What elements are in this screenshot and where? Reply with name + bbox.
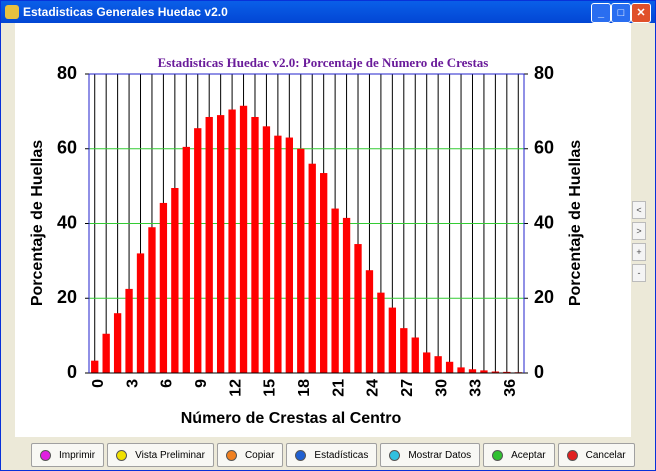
button-bar: Imprimir Vista Preliminar Copiar Estadístic… (31, 443, 635, 467)
button[interactable]: Cancelar (557, 443, 635, 467)
button-label: Copiar (244, 449, 275, 461)
chart-title: Estadisticas Huedac v2.0: Porcentaje de … (158, 55, 489, 70)
app-icon (5, 5, 19, 19)
bar (205, 116, 213, 373)
bar (423, 352, 431, 373)
button[interactable]: Imprimir (31, 443, 105, 467)
button-icon (225, 449, 237, 461)
y-tick-label: 40 (57, 212, 77, 232)
bar (194, 128, 202, 373)
y2-axis-label: Porcentaje de Huellas (567, 140, 584, 306)
y2-tick-label: 20 (534, 287, 554, 307)
x-tick-label: 33 (468, 379, 485, 397)
button-label: Aceptar (511, 449, 546, 461)
button-label: Imprimir (59, 449, 96, 461)
bar (503, 371, 511, 373)
x-tick-label: 12 (227, 379, 244, 397)
button-icon (492, 449, 504, 461)
x-tick-label: 27 (399, 379, 416, 397)
bar (377, 292, 385, 373)
button-label: Estadísticas (314, 449, 369, 461)
bar (354, 244, 362, 373)
bar (136, 253, 145, 373)
x-tick-label: 30 (433, 379, 450, 397)
close[interactable]: ✕ (631, 3, 651, 23)
y-tick-label: 0 (67, 362, 77, 382)
button-icon (40, 449, 51, 461)
side-button[interactable]: > (632, 222, 646, 240)
x-tick-label: 0 (90, 379, 107, 388)
bar (148, 227, 156, 373)
x-tick-label: 9 (193, 379, 210, 388)
bar (285, 137, 293, 373)
bar (400, 328, 408, 373)
bar (182, 146, 190, 373)
bar (171, 187, 179, 373)
button-label: Cancelar (585, 449, 626, 461)
button[interactable]: Estadísticas (286, 443, 378, 467)
bar (113, 313, 122, 373)
y2-tick-label: 60 (534, 138, 554, 158)
bar (434, 356, 442, 373)
x-tick-label: 18 (296, 379, 313, 397)
side-button[interactable]: < (632, 201, 646, 219)
button-label: Mostrar Datos (408, 449, 472, 461)
button[interactable]: Aceptar (483, 443, 555, 467)
bar (159, 202, 168, 373)
bar (308, 163, 316, 373)
x-tick-label: 15 (262, 379, 279, 397)
x-axis-label: Número de Crestas al Centro (181, 410, 402, 427)
window-title: Estadisticas Generales Huedac v2.0 (23, 5, 228, 19)
x-tick-label: 24 (365, 379, 382, 397)
bar (125, 288, 133, 373)
y2-tick-label: 40 (534, 212, 554, 232)
bar (457, 367, 465, 373)
button[interactable]: Mostrar Datos (380, 443, 481, 467)
bar (228, 109, 236, 373)
bar (297, 148, 305, 373)
side-button[interactable]: + (632, 243, 646, 261)
bar (411, 337, 419, 373)
x-tick-label: 6 (159, 379, 176, 388)
bar (102, 333, 110, 373)
y-tick-label: 80 (57, 63, 77, 83)
chart: Estadisticas Huedac v2.0: Porcentaje de … (29, 55, 584, 427)
y-tick-label: 60 (57, 138, 77, 158)
x-tick-label: 36 (502, 379, 519, 397)
title-bar: Estadisticas Generales Huedac v2.0 _ □ ✕ (1, 1, 655, 23)
button-icon (116, 449, 128, 461)
bar (320, 173, 328, 373)
button-label: Vista Preliminar (135, 449, 205, 461)
y-tick-label: 20 (57, 287, 77, 307)
bar (480, 370, 488, 373)
y2-tick-label: 0 (534, 362, 544, 382)
button[interactable]: Copiar (216, 443, 284, 467)
bar (274, 135, 282, 373)
bar (468, 369, 477, 373)
bar (365, 270, 374, 373)
bar (491, 371, 500, 373)
bar (239, 105, 248, 374)
y2-tick-label: 80 (534, 63, 554, 83)
bar (262, 126, 271, 373)
button[interactable]: Vista Preliminar (107, 443, 214, 467)
bar (216, 115, 225, 374)
y-axis-label: Porcentaje de Huellas (29, 140, 46, 306)
bar (91, 360, 99, 373)
button-icon (389, 449, 401, 461)
bar (388, 307, 397, 373)
x-tick-label: 21 (330, 379, 347, 397)
bar (445, 361, 454, 373)
maximize[interactable]: □ (611, 3, 631, 23)
button-icon (295, 449, 307, 461)
side-button[interactable]: - (632, 264, 646, 282)
bar (251, 116, 259, 373)
side-buttons: < > + - (632, 201, 646, 285)
button-icon (566, 449, 578, 461)
bar (342, 217, 351, 373)
x-tick-label: 3 (124, 379, 141, 388)
bar (331, 208, 339, 373)
minimize[interactable]: _ (591, 3, 611, 23)
